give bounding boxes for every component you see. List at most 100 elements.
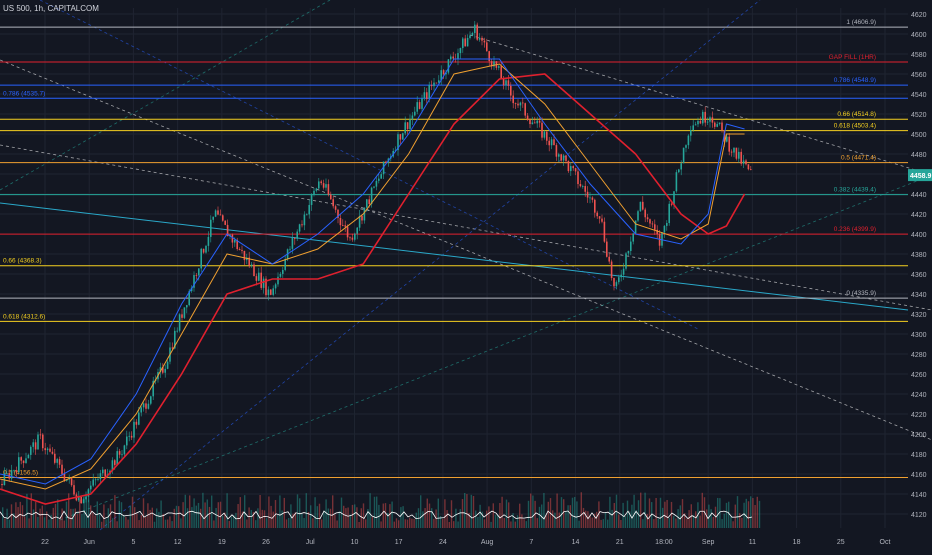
candle-body	[87, 489, 90, 497]
candle-body	[546, 131, 548, 141]
candle-body	[697, 120, 699, 125]
y-tick-label: 4420	[911, 212, 927, 219]
candle-body	[54, 453, 56, 463]
candle-body	[99, 473, 102, 480]
volume-bar	[87, 499, 90, 528]
candle-body	[514, 103, 517, 104]
volume-bar	[48, 519, 50, 528]
volume-bar	[147, 503, 149, 528]
candle-body	[97, 479, 99, 480]
volume-bar	[695, 511, 697, 528]
candle-body	[428, 85, 430, 100]
candle-body	[471, 32, 474, 36]
volume-bar	[576, 501, 578, 528]
candle-body	[632, 233, 634, 242]
candle-body	[193, 275, 195, 288]
candle-body	[322, 183, 325, 188]
volume-bar	[466, 494, 468, 528]
volume-bar	[633, 494, 635, 528]
candle-body	[188, 291, 190, 306]
candle-body	[440, 70, 442, 81]
volume-bar	[85, 494, 87, 528]
candle-body	[498, 66, 500, 68]
y-tick-label: 4200	[911, 432, 927, 439]
candle-body	[630, 241, 632, 251]
volume-bar	[521, 514, 523, 528]
candle-body	[102, 469, 104, 474]
candle-body	[529, 119, 531, 125]
y-tick-label: 4220	[911, 412, 927, 419]
candle-body	[320, 181, 322, 184]
volume-bar	[752, 498, 754, 528]
candle-body	[27, 454, 30, 459]
candle-body	[250, 264, 253, 266]
volume-bar	[481, 511, 483, 528]
volume-bar	[310, 505, 312, 528]
candle-body	[543, 131, 546, 138]
candle-body	[58, 459, 61, 465]
volume-bar	[519, 503, 521, 528]
volume-bar	[442, 518, 444, 528]
candle-body	[73, 485, 75, 495]
volume-bar	[138, 520, 140, 528]
candle-body	[442, 70, 445, 75]
y-tick-label: 4340	[911, 292, 927, 299]
candle-body	[634, 220, 637, 234]
candle-body	[675, 172, 678, 192]
volume-bar	[266, 518, 268, 528]
candle-body	[582, 186, 584, 187]
volume-bar	[246, 519, 248, 528]
volume-bar	[10, 504, 13, 528]
candle-body	[574, 168, 577, 172]
volume-bar	[710, 509, 712, 528]
volume-bar	[673, 515, 675, 528]
candle-body	[46, 448, 49, 451]
candle-body	[663, 225, 666, 233]
candle-body	[339, 218, 342, 226]
volume-bar	[662, 507, 664, 528]
candle-body	[310, 194, 313, 205]
volume-bar	[516, 515, 519, 528]
volume-bar	[299, 498, 301, 528]
candle-body	[61, 464, 63, 474]
volume-bar	[728, 501, 730, 528]
volume-bar	[754, 505, 756, 528]
candle-body	[15, 470, 18, 473]
volume-bar	[422, 511, 424, 528]
candle-body	[435, 82, 438, 84]
candle-body	[145, 403, 147, 409]
volume-bar	[8, 519, 10, 528]
candle-body	[25, 458, 27, 463]
volume-bar	[46, 511, 48, 528]
candle-body	[116, 451, 118, 466]
volume-bar	[365, 519, 367, 528]
candle-body	[294, 238, 296, 239]
candle-body	[205, 245, 207, 253]
volume-bar	[745, 498, 747, 528]
volume-bar	[334, 514, 336, 528]
x-tick-label: Jun	[84, 539, 95, 546]
candle-body	[298, 224, 301, 232]
candle-body	[507, 80, 510, 86]
candle-body	[370, 187, 373, 205]
volume-bar	[301, 513, 303, 528]
candle-body	[39, 434, 42, 436]
volume-bar	[580, 492, 582, 528]
volume-bar	[153, 521, 156, 528]
volume-bar	[681, 499, 684, 528]
volume-bar	[329, 508, 332, 528]
volume-bar	[439, 515, 442, 528]
volume-bar	[127, 519, 129, 528]
y-tick-label: 4120	[911, 512, 927, 519]
candle-body	[130, 435, 133, 438]
moving-average-line	[0, 73, 746, 505]
candle-body	[704, 111, 706, 123]
volume-bar	[677, 509, 679, 528]
volume-bar	[244, 495, 246, 528]
volume-bar	[642, 519, 644, 528]
y-tick-label: 4600	[911, 32, 927, 39]
level-label: 0.5 (4471.4)	[841, 155, 876, 162]
volume-bar	[24, 516, 26, 528]
